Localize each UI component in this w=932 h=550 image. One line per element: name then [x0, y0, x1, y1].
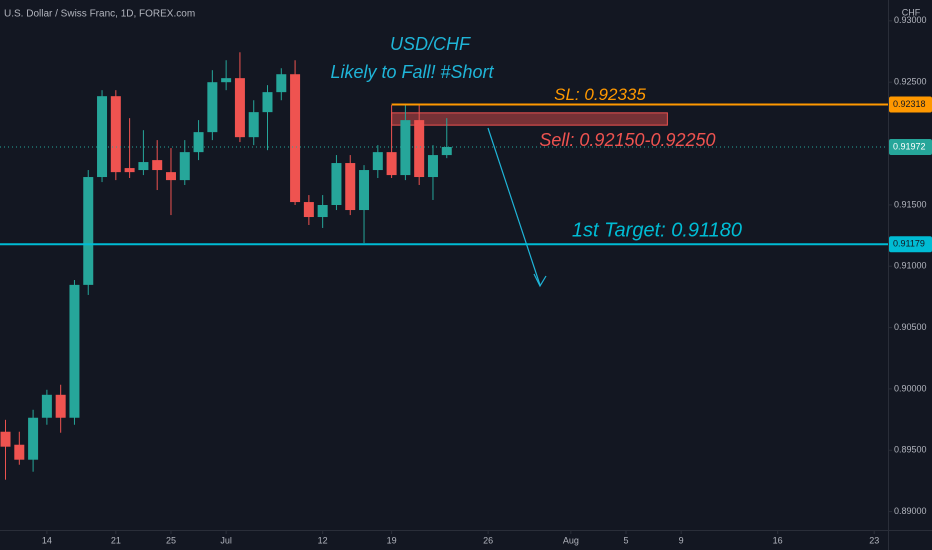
- candle-body: [345, 163, 356, 211]
- candle-body: [97, 96, 108, 178]
- candle-body: [69, 284, 80, 418]
- candle-body: [359, 170, 370, 211]
- y-tick-label: 0.91000: [894, 261, 927, 271]
- candle-body: [331, 163, 342, 206]
- candle-body: [0, 431, 11, 447]
- level-label: 1st Target: 0.91180: [572, 220, 742, 242]
- last-price-tag: [889, 138, 932, 155]
- last-price-label: 0.91972: [893, 141, 926, 151]
- candle-body: [124, 168, 135, 173]
- x-tick-label: 5: [624, 535, 629, 545]
- level-label: SL: 0.92335: [554, 85, 646, 104]
- chart-title: U.S. Dollar / Swiss Franc, 1D, FOREX.com: [4, 9, 195, 20]
- candle-body: [179, 152, 190, 181]
- x-tick-label: Aug: [563, 535, 579, 545]
- x-tick-label: Jul: [220, 535, 232, 545]
- candle-body: [317, 205, 328, 218]
- y-tick-label: 0.91500: [894, 199, 927, 209]
- y-tick-label: 0.89500: [894, 445, 927, 455]
- level-tag-label: 0.92318: [893, 99, 926, 109]
- x-tick-label: 12: [318, 535, 328, 545]
- y-tick-label: 0.89000: [894, 506, 927, 516]
- candle-body: [427, 155, 438, 178]
- candle-body: [414, 120, 425, 178]
- y-tick-label: 0.93000: [894, 15, 927, 25]
- level-tag: [889, 96, 932, 113]
- x-tick-label: 26: [483, 535, 493, 545]
- currency: CHF: [902, 7, 921, 17]
- candle-body: [234, 78, 245, 138]
- x-tick-label: 14: [42, 535, 52, 545]
- candle-body: [138, 162, 149, 171]
- candle-body: [290, 74, 301, 203]
- candle-body: [41, 394, 52, 418]
- candle-body: [303, 202, 314, 218]
- candle-body: [207, 82, 218, 133]
- candle-body: [14, 444, 25, 460]
- candle-body: [262, 92, 273, 113]
- candle-body: [110, 96, 121, 173]
- arrow: [487, 127, 547, 288]
- candle-body: [248, 112, 259, 138]
- candle-body: [193, 132, 204, 153]
- sell-zone: [391, 112, 668, 126]
- candle-body: [276, 74, 287, 93]
- candle-body: [83, 177, 94, 285]
- level-tag-label: 0.91179: [893, 239, 925, 249]
- candle-body: [165, 172, 176, 181]
- annotation-subtitle: Likely to Fall! #Short: [330, 62, 494, 82]
- candle-body: [372, 152, 383, 171]
- candle-body: [386, 152, 397, 176]
- y-tick-label: 0.92500: [894, 77, 927, 87]
- y-tick-label: 0.90500: [894, 322, 927, 332]
- arrow-line: [487, 127, 541, 286]
- candle-body: [152, 160, 163, 171]
- x-tick-label: 9: [679, 535, 684, 545]
- x-tick-label: 16: [773, 535, 783, 545]
- annotation-title: USD/CHF: [390, 34, 471, 54]
- x-tick-label: 19: [387, 535, 397, 545]
- x-tick-label: 23: [869, 535, 879, 545]
- level-tag: [889, 236, 932, 253]
- arrow-head: [533, 273, 547, 288]
- x-tick-label: 25: [166, 535, 176, 545]
- y-tick-label: 0.90000: [894, 383, 927, 393]
- x-tick-label: 21: [111, 535, 121, 545]
- candle-body: [28, 417, 39, 460]
- candle-body: [400, 120, 411, 176]
- candle-body: [441, 146, 452, 156]
- candle-body: [55, 394, 66, 418]
- candle-body: [221, 78, 232, 83]
- sell-zone-label: Sell: 0.92150-0.92250: [539, 130, 715, 150]
